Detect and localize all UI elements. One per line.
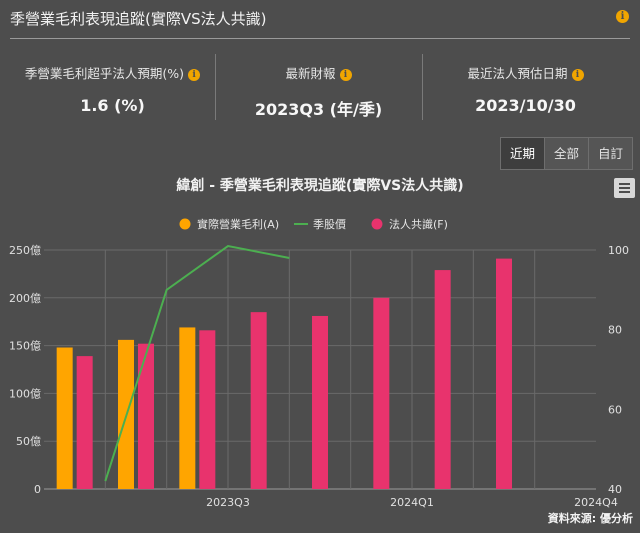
range-button-recent[interactable]: 近期 xyxy=(500,137,546,170)
legend-label: 法人共識(F) xyxy=(389,217,448,231)
legend-marker xyxy=(179,218,191,230)
y-left-tick-label: 200億 xyxy=(9,292,41,305)
chart-axes: 0 50億 100億 150億 200億 250億 40 60 80 100 2023Q3 2024Q… xyxy=(9,244,629,509)
y-right-tick-label: 80 xyxy=(608,324,622,337)
stat-margin-surprise: 季營業毛利超乎法人預期(%) i 1.6 (%) xyxy=(10,63,215,115)
bar xyxy=(56,347,73,489)
y-left-tick-label: 50億 xyxy=(16,435,41,448)
y-right-tick-label: 40 xyxy=(608,483,622,496)
stat-value: 2023Q3 (年/季) xyxy=(254,100,383,119)
y-left-tick-label: 250億 xyxy=(9,244,41,257)
range-button-custom[interactable]: 自訂 xyxy=(588,137,634,170)
stat-divider xyxy=(422,54,423,120)
x-tick-label: 2023Q3 xyxy=(206,496,250,509)
chart-bars xyxy=(56,258,512,489)
x-tick-label: 2024Q1 xyxy=(390,496,434,509)
y-right-tick-label: 60 xyxy=(608,403,622,416)
bar xyxy=(250,312,267,489)
stat-latest-report: 最新財報 i 2023Q3 (年/季) xyxy=(216,63,421,120)
stat-estimate-date: 最近法人預估日期 i 2023/10/30 xyxy=(423,63,628,115)
header: 季營業毛利表現追蹤(實際VS法人共識) i xyxy=(0,0,640,38)
info-icon[interactable]: i xyxy=(188,68,201,81)
y-left-tick-label: 150億 xyxy=(9,340,41,353)
stat-value: 2023/10/30 xyxy=(475,96,576,115)
hamburger-menu-icon[interactable] xyxy=(614,178,635,198)
chart-legend: 實際營業毛利(A) 季股價 法人共識(F) xyxy=(179,217,448,231)
bar xyxy=(199,330,216,489)
range-selector: 近期 全部 自訂 xyxy=(500,137,634,170)
y-right-tick-label: 100 xyxy=(608,244,629,257)
x-tick-label: 2024Q4 xyxy=(574,496,618,509)
stat-label: 季營業毛利超乎法人預期(%) xyxy=(24,66,185,81)
series-line xyxy=(104,244,290,482)
page-title: 季營業毛利表現追蹤(實際VS法人共識) xyxy=(10,10,267,28)
stat-divider xyxy=(215,54,216,120)
info-icon[interactable]: i xyxy=(339,68,352,81)
stat-label: 最新財報 xyxy=(285,66,336,81)
chart-line xyxy=(104,244,290,482)
stat-label: 最近法人預估日期 xyxy=(467,66,568,81)
legend-label: 實際營業毛利(A) xyxy=(197,217,279,231)
bar xyxy=(179,327,196,489)
bar xyxy=(373,297,390,489)
bar xyxy=(138,343,154,489)
info-icon[interactable]: i xyxy=(616,10,629,23)
header-divider xyxy=(10,38,630,39)
legend-label: 季股價 xyxy=(313,217,346,231)
bar xyxy=(312,315,328,489)
y-left-tick-label: 0 xyxy=(34,483,41,496)
chart-title: 緯創 - 季營業毛利表現追蹤(實際VS法人共識) xyxy=(176,177,463,194)
legend-marker xyxy=(371,218,383,230)
stat-value: 1.6 (%) xyxy=(80,96,145,115)
y-left-tick-label: 100億 xyxy=(9,387,41,400)
bar xyxy=(76,356,93,489)
bar xyxy=(496,258,512,489)
source-label: 資料來源: 優分析 xyxy=(548,511,633,525)
bar xyxy=(434,270,451,489)
info-icon[interactable]: i xyxy=(571,68,584,81)
